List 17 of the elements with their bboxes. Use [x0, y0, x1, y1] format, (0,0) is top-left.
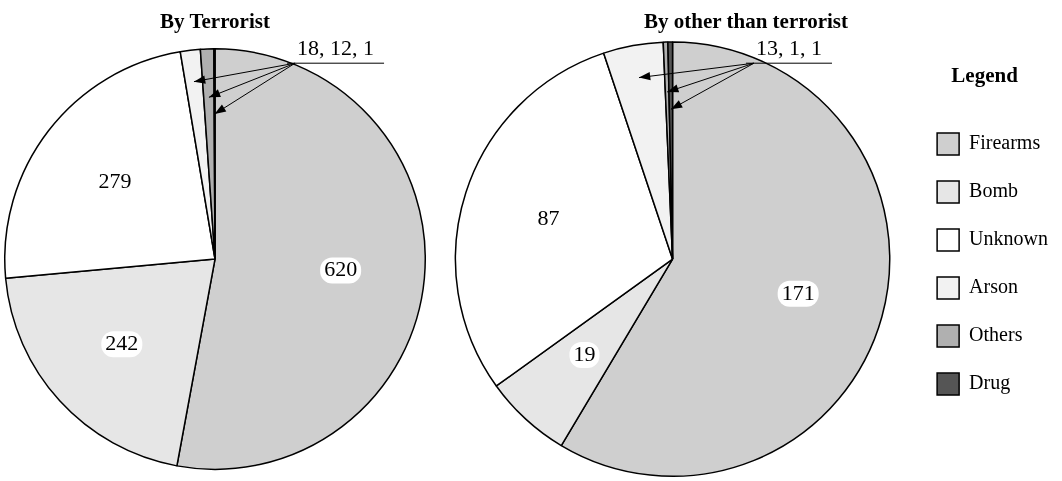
- legend-label: Others: [969, 323, 1023, 346]
- legend-label: Arson: [969, 275, 1018, 298]
- data-label: 242: [105, 329, 139, 355]
- chart-title: By other than terrorist: [644, 9, 848, 34]
- data-label: 87: [537, 204, 560, 230]
- data-label: 171: [781, 279, 815, 305]
- text: 18, 12, 1: [297, 34, 375, 60]
- legend-title: Legend: [951, 62, 1019, 87]
- data-label: 279: [98, 167, 132, 193]
- legend-label: Bomb: [969, 179, 1019, 202]
- data-label: 620: [324, 256, 358, 282]
- text: 13, 1, 1: [755, 34, 822, 60]
- data-label: 19: [573, 340, 596, 366]
- legend-label: Unknown: [969, 227, 1048, 250]
- chart-title: By Terrorist: [160, 9, 270, 34]
- legend-label: Drug: [969, 371, 1011, 395]
- legend-label: Firearms: [969, 131, 1041, 154]
